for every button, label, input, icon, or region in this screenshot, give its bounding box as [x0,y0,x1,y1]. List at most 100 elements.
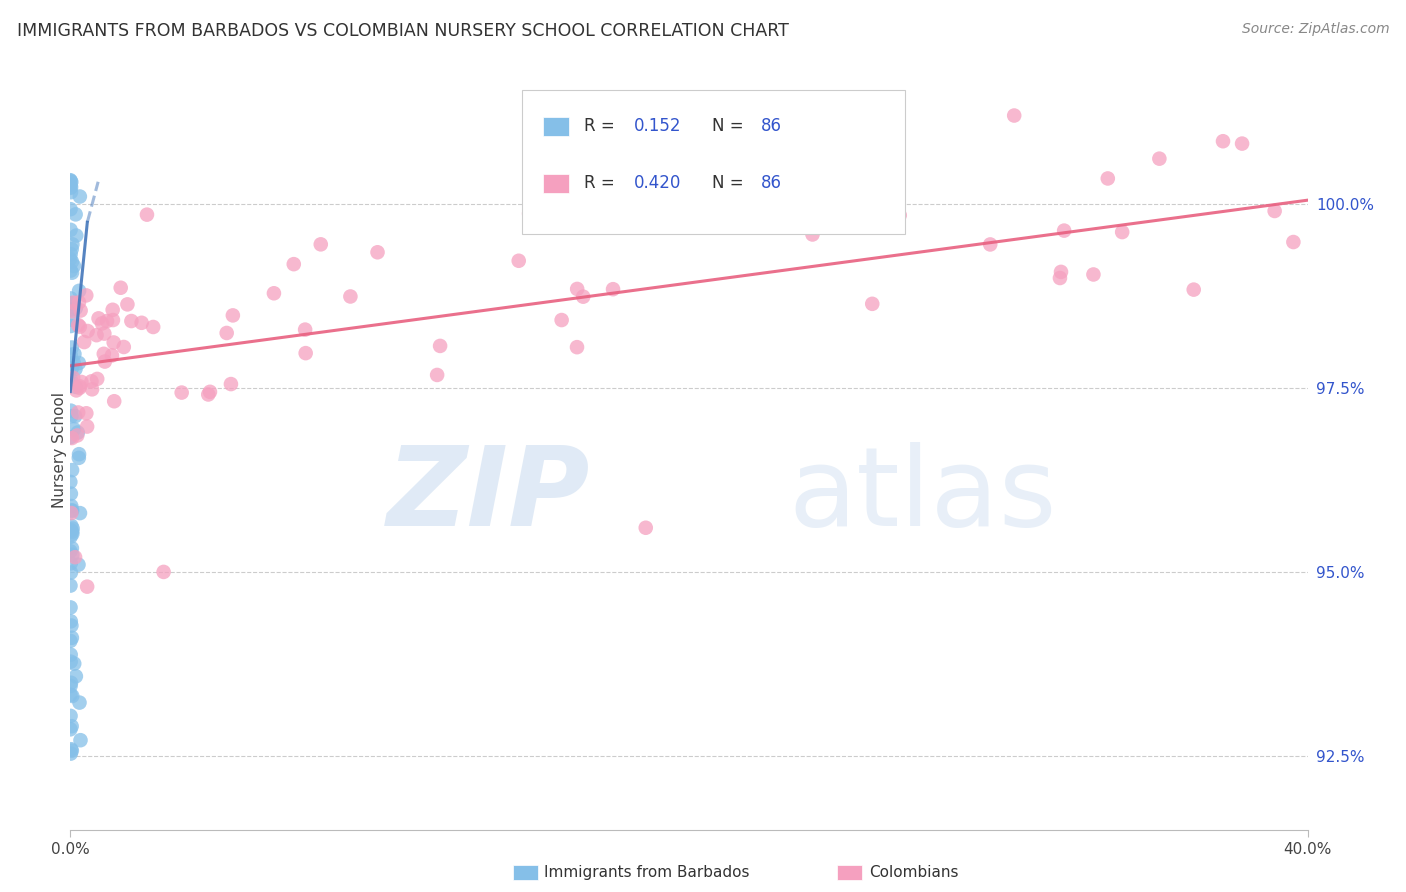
Point [66,425,89,440]
Point [69,696,91,710]
Text: Immigrants from Barbados: Immigrants from Barbados [544,865,749,880]
Point [131,316,153,330]
Point [60,719,83,733]
Point [60,527,83,541]
Point [198,384,221,399]
Point [429,339,451,353]
Point [1230,136,1253,151]
Point [60,341,83,355]
Point [67,295,90,310]
Point [59,648,82,662]
Text: 0.420: 0.420 [634,174,681,192]
Point [65,362,87,376]
Point [60,506,83,520]
Point [1264,204,1286,219]
Point [86,372,108,386]
Point [1182,283,1205,297]
Point [103,394,125,409]
Point [73,334,96,349]
Text: R =: R = [583,174,620,192]
Point [59,530,82,544]
Point [59,173,82,187]
Point [67,447,90,461]
Point [59,544,82,558]
Text: Colombians: Colombians [869,865,959,880]
Point [59,181,82,195]
Point [69,303,91,318]
Point [63,259,86,273]
Point [1083,268,1105,282]
Point [59,679,82,693]
Point [75,406,97,420]
Point [565,340,588,354]
Text: 86: 86 [761,118,782,136]
Point [62,295,84,310]
Point [60,266,83,280]
Point [136,208,159,222]
Point [76,580,98,594]
Point [65,301,87,315]
Point [93,326,115,341]
Point [86,328,108,343]
Point [1053,224,1076,238]
Point [60,689,83,703]
Point [62,304,84,318]
Point [94,354,117,368]
Point [426,368,449,382]
Point [59,373,82,387]
Point [60,524,83,539]
Point [309,237,332,252]
Point [59,348,82,362]
Point [152,565,174,579]
Point [110,281,132,295]
FancyBboxPatch shape [543,117,569,136]
Point [59,688,82,702]
Point [59,655,82,669]
Point [59,223,82,237]
Point [63,347,86,361]
Point [219,377,242,392]
Point [59,252,82,266]
Point [63,550,86,565]
Text: N =: N = [711,174,748,192]
Point [59,747,82,761]
Point [65,207,87,221]
Point [508,253,530,268]
Point [93,347,115,361]
Point [101,313,124,327]
Point [1097,171,1119,186]
Point [1002,109,1025,123]
Point [517,206,540,220]
Point [222,309,245,323]
Point [801,227,824,242]
Point [60,296,83,310]
Point [60,631,83,645]
Point [59,302,82,317]
Point [65,384,87,398]
Point [634,521,657,535]
Point [1049,271,1071,285]
Point [67,405,90,419]
Point [120,314,142,328]
Point [1212,134,1234,148]
Point [69,381,91,395]
Point [69,379,91,393]
Point [1111,225,1133,239]
Point [142,320,165,334]
Point [67,450,90,465]
Point [101,348,124,362]
Point [59,600,82,615]
Point [69,733,91,747]
Point [860,297,883,311]
Point [60,742,83,756]
Point [76,324,98,338]
Point [197,387,219,401]
Point [76,419,98,434]
Point [572,290,595,304]
Point [67,284,90,298]
Point [60,548,83,562]
Point [550,313,572,327]
Point [75,288,97,302]
Point [69,189,91,203]
Point [889,208,911,222]
